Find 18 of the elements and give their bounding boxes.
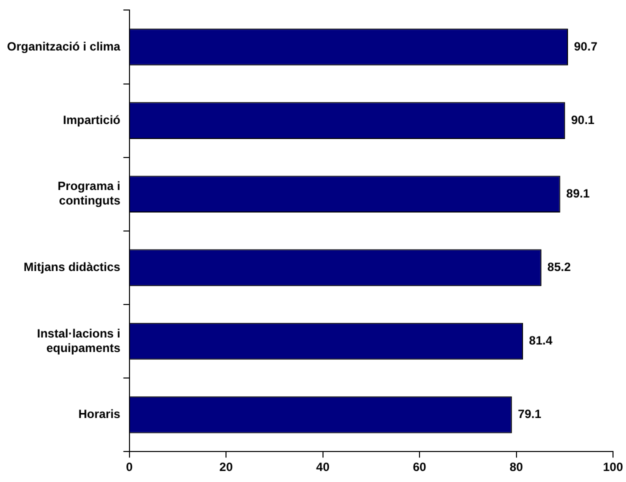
data-label: 81.4 xyxy=(529,334,553,348)
data-label: 90.1 xyxy=(571,112,595,127)
x-tick-label: 40 xyxy=(316,460,330,474)
x-tick-label: 80 xyxy=(510,460,524,474)
y-tick-label: Programa i continguts xyxy=(58,179,121,208)
data-label: 89.1 xyxy=(566,186,590,200)
y-tick-label: Mitjans didàctics xyxy=(24,260,121,274)
x-tick-label: 60 xyxy=(412,460,427,474)
y-tick-label: Horaris xyxy=(78,407,121,422)
data-label: 85.2 xyxy=(547,260,572,274)
x-tick-label: 100 xyxy=(602,460,624,474)
y-tick-label: Instal·lacions i equipaments xyxy=(37,326,121,355)
data-label: 90.7 xyxy=(574,39,598,54)
y-tick-label: Impartició xyxy=(63,112,120,127)
y-tick-label: Organització i clima xyxy=(6,39,121,54)
x-tick-label: 0 xyxy=(126,460,134,474)
x-tick-label: 20 xyxy=(219,460,234,474)
data-label: 79.1 xyxy=(518,407,542,422)
